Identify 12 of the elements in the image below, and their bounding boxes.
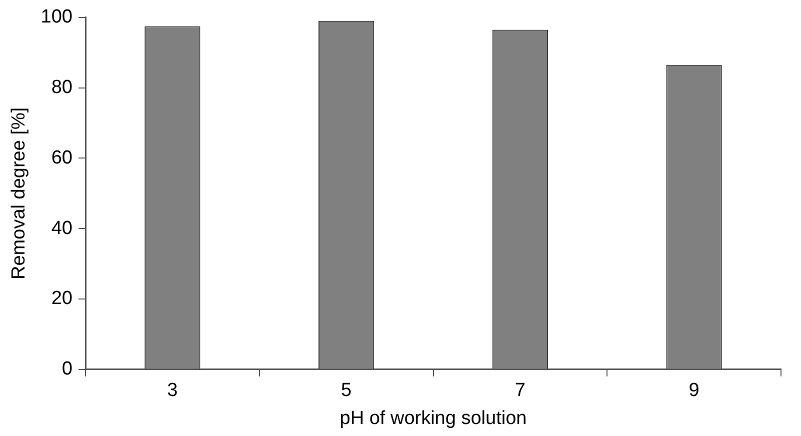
x-tick-label: 3 [167,380,178,402]
x-tick-label: 9 [688,380,700,402]
y-tick-label: 80 [51,77,72,98]
x-axis-title: pH of working solution [340,408,527,429]
x-tick-label: 7 [514,380,526,402]
y-tick-label: 60 [51,147,72,168]
y-axis-title: Removal degree [%] [8,107,30,280]
y-tick-label: 0 [62,358,72,380]
y-tick-label: 20 [51,288,72,310]
y-tick-label: 40 [51,218,72,239]
y-tick-label: 100 [40,6,72,28]
x-tick-label: 5 [341,380,352,402]
